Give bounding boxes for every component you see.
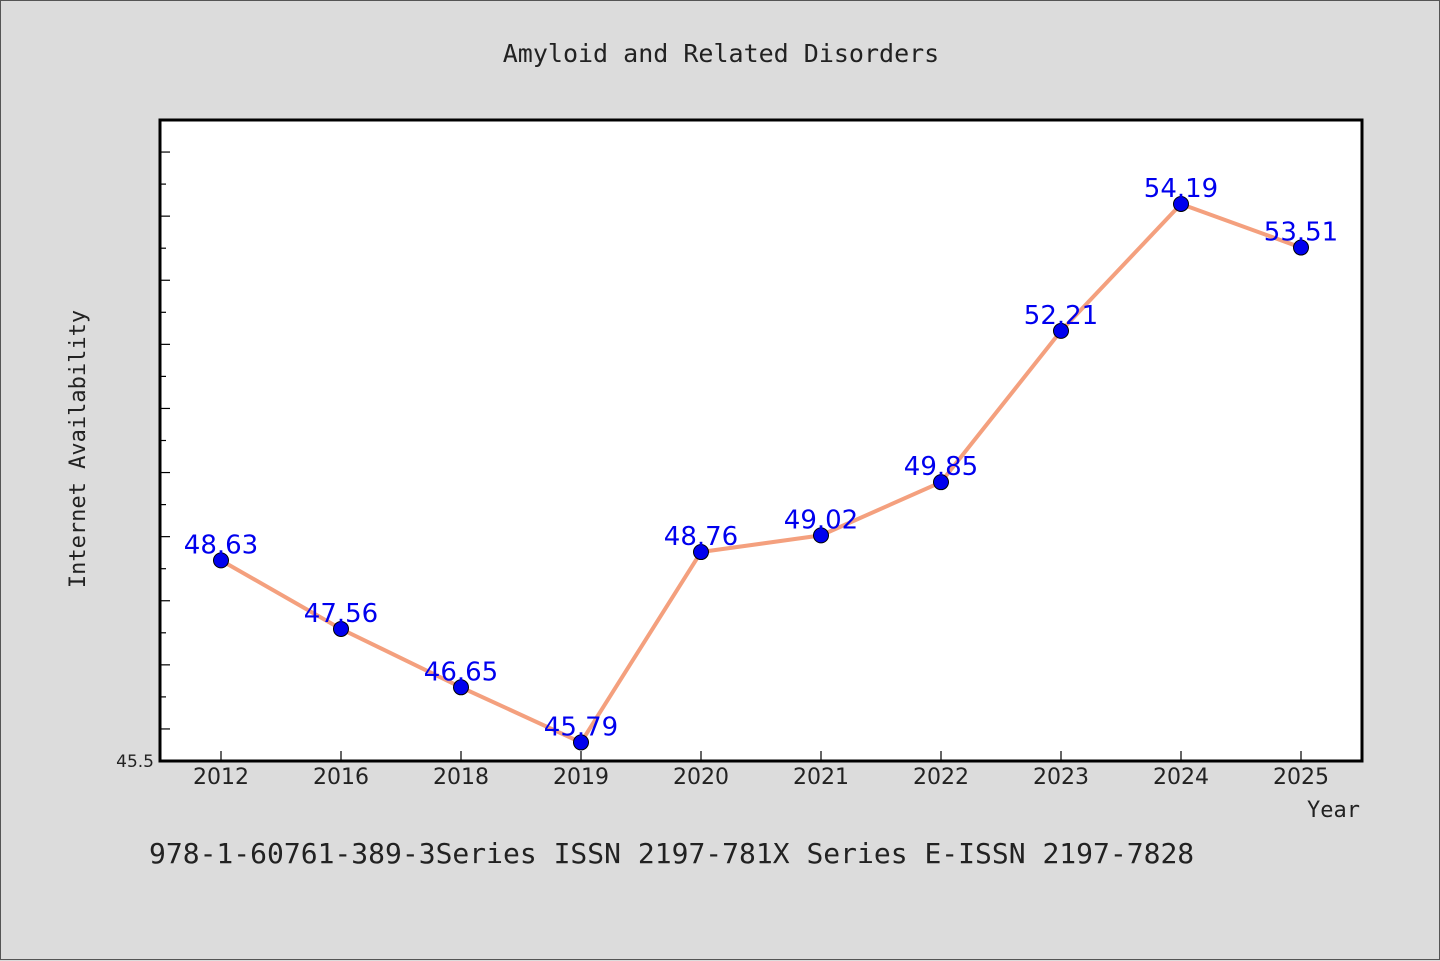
data-label: 49.02 xyxy=(784,505,858,535)
data-label: 49.85 xyxy=(904,452,978,482)
x-axis-ticks: 2012 2016 2018 2019 2020 2021 2022 2023 2024 2025 xyxy=(193,751,1329,790)
chart-title: Amyloid and Related Disorders xyxy=(503,39,940,68)
series-line xyxy=(220,201,1302,745)
x-tick-label: 2012 xyxy=(193,765,249,790)
data-point xyxy=(813,527,829,544)
footer-text: 978-1-60761-389-3Series ISSN 2197-781X S… xyxy=(149,837,1194,870)
data-point xyxy=(693,544,709,561)
x-tick-label: 2024 xyxy=(1153,765,1209,790)
data-point xyxy=(573,734,589,751)
data-point xyxy=(213,552,229,569)
x-tick-label: 2019 xyxy=(553,765,609,790)
data-label: 48.76 xyxy=(664,522,738,552)
data-label: 47.56 xyxy=(304,599,378,629)
data-point xyxy=(1173,195,1189,212)
y-axis-min-label: 45.5 xyxy=(116,752,154,772)
y-axis-ticks xyxy=(160,151,170,730)
x-tick-label: 2020 xyxy=(673,765,729,790)
x-tick-label: 2022 xyxy=(913,765,969,790)
data-label: 46.65 xyxy=(424,657,498,687)
data-point xyxy=(453,679,469,696)
data-label: 54.19 xyxy=(1144,174,1218,204)
y-axis-label: Internet Availability xyxy=(66,310,91,588)
plot-area xyxy=(158,118,1364,763)
data-label: 45.79 xyxy=(544,712,618,742)
x-tick-label: 2016 xyxy=(313,765,369,790)
x-tick-label: 2023 xyxy=(1033,765,1089,790)
data-point xyxy=(1293,239,1309,256)
data-point xyxy=(333,620,349,637)
data-label: 52.21 xyxy=(1024,301,1098,331)
data-point xyxy=(933,474,949,491)
x-tick-label: 2021 xyxy=(793,765,849,790)
data-label: 53.51 xyxy=(1264,218,1338,248)
data-label: 48.63 xyxy=(184,530,258,560)
x-tick-label: 2025 xyxy=(1273,765,1329,790)
data-point xyxy=(1053,322,1069,339)
series-layer: 48.63 47.56 46.65 45.79 48.76 49.02 49.85 52.21… xyxy=(184,174,1338,751)
x-tick-label: 2018 xyxy=(433,765,489,790)
x-axis-label: Year xyxy=(1307,798,1360,823)
